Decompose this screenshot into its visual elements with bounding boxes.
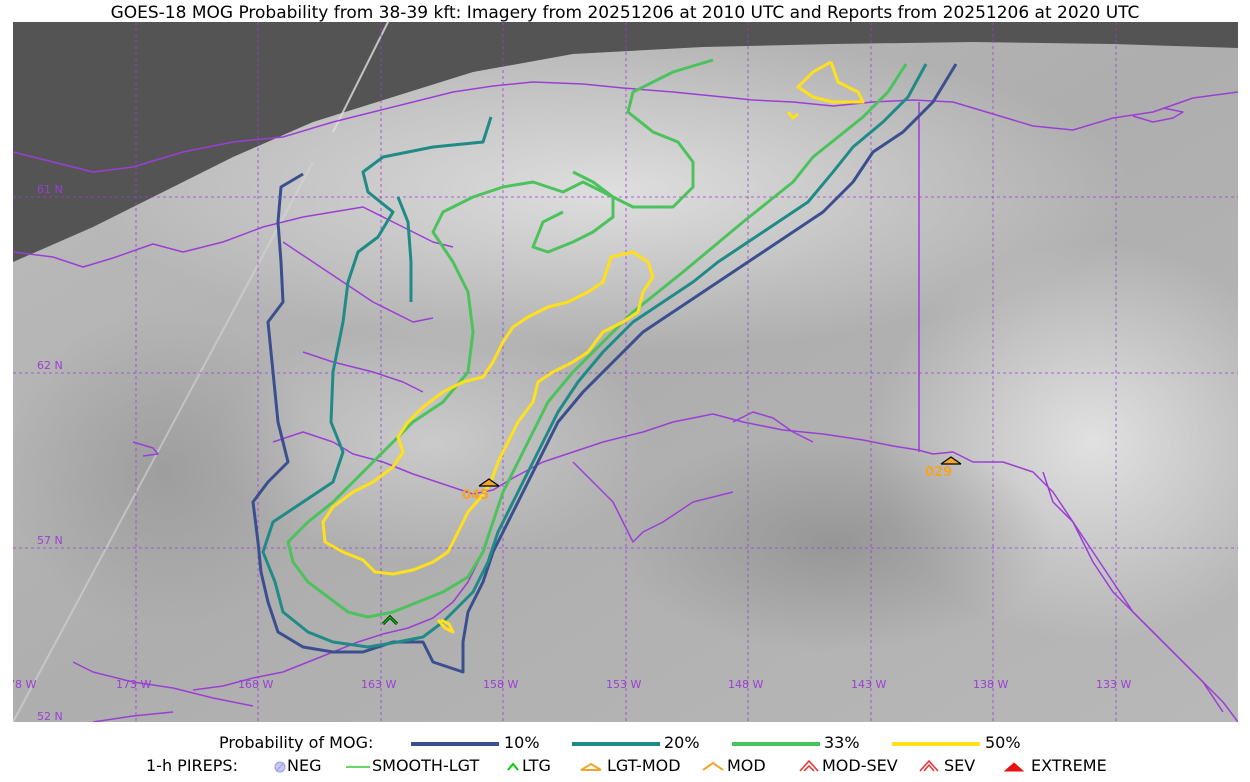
lgt-mod-icon (580, 762, 602, 771)
satellite-map: 045 029 61 N 62 N 57 N 52 N 178 W 173 W … (13, 22, 1238, 722)
extreme-icon (1003, 762, 1025, 772)
graticule (13, 22, 1238, 722)
lon-label: 178 W (13, 678, 36, 691)
scan-artifact (332, 22, 389, 133)
pirep-label-extreme: EXTREME (1031, 756, 1107, 775)
dark-region (13, 312, 323, 632)
lon-label: 138 W (973, 678, 1008, 691)
pirep-label-neg: NEG (287, 756, 322, 775)
lon-label: 163 W (361, 678, 396, 691)
lon-label: 158 W (483, 678, 518, 691)
cloud-band (93, 32, 1133, 352)
smooth-lgt-icon (346, 766, 370, 768)
legend-label-50: 50% (985, 733, 1021, 752)
cloud-band (213, 322, 653, 562)
lat-label: 57 N (37, 534, 63, 547)
map-title: GOES-18 MOG Probability from 38-39 kft: … (110, 3, 1140, 23)
legend-label-33: 33% (824, 733, 860, 752)
pirep-label-lgt-mod: LGT-MOD (607, 756, 681, 775)
pirep-label-ltg: LTG (522, 756, 551, 775)
pirep-label: 029 (925, 465, 952, 480)
lat-label: 52 N (37, 710, 63, 722)
mod-sev-icon (799, 759, 819, 772)
pirep-label-mod-sev: MOD-SEV (822, 756, 898, 775)
ltg-icon (507, 762, 519, 771)
pirep-marker-lgt-mod (478, 478, 500, 487)
lat-label: 62 N (37, 359, 63, 372)
coastlines (13, 81, 1238, 722)
legend-swatch-33 (732, 742, 820, 746)
sev-icon (919, 759, 939, 772)
lon-label: 133 W (1096, 678, 1131, 691)
contour-50-percent (321, 250, 655, 576)
neg-icon (274, 761, 286, 773)
pirep-marker-lgt-mod (940, 456, 962, 465)
contour-10-percent (251, 63, 958, 674)
probability-legend: Probability of MOG: 10% 20% 33% 50% (0, 733, 1250, 753)
pirep-label-sev: SEV (944, 756, 976, 775)
lat-label: 61 N (37, 183, 63, 196)
legend-swatch-20 (572, 742, 660, 746)
mod-icon (702, 761, 724, 771)
pirep-label: 045 (462, 488, 489, 503)
scan-artifact (13, 161, 314, 722)
pirep-label-mod: MOD (727, 756, 766, 775)
pirep-marker-ltg (381, 614, 399, 626)
legend-label-10: 10% (504, 733, 540, 752)
pirep-label-smooth-lgt: SMOOTH-LGT (372, 756, 480, 775)
mog-contours (251, 58, 958, 674)
lon-label: 143 W (851, 678, 886, 691)
probability-legend-title: Probability of MOG: (219, 733, 374, 752)
lon-label: 153 W (606, 678, 641, 691)
legend-swatch-10 (411, 742, 499, 746)
lon-label: 173 W (116, 678, 151, 691)
pirep-legend-title: 1-h PIREPS: (146, 756, 238, 775)
pirep-legend: 1-h PIREPS: NEG SMOOTH-LGT LTG LGT-MOD M… (0, 756, 1250, 778)
space-region (13, 22, 1238, 262)
dark-region (613, 432, 1053, 652)
legend-label-20: 20% (664, 733, 700, 752)
legend-swatch-50 (892, 742, 980, 746)
contour-20-percent (261, 63, 928, 649)
lon-label: 148 W (728, 678, 763, 691)
lon-label: 168 W (238, 678, 273, 691)
